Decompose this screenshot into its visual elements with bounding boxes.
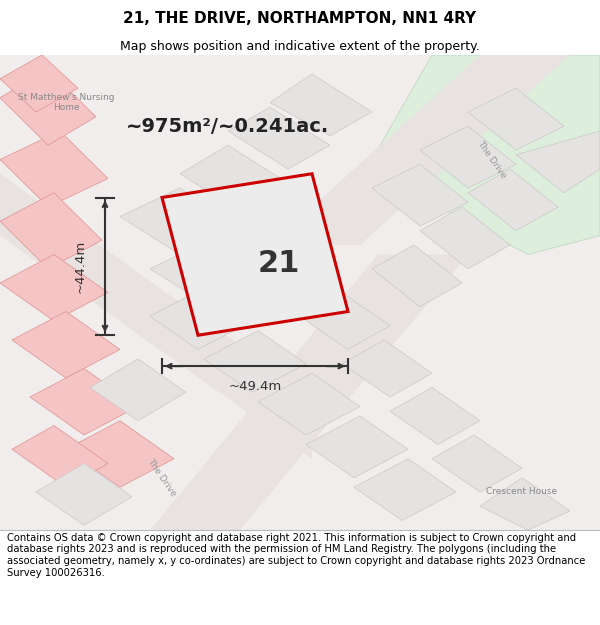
Polygon shape <box>90 359 186 421</box>
Polygon shape <box>390 388 480 444</box>
Polygon shape <box>480 478 570 530</box>
Polygon shape <box>432 435 522 492</box>
Polygon shape <box>180 145 288 212</box>
Text: The Drive: The Drive <box>146 458 178 498</box>
Polygon shape <box>12 426 108 488</box>
Polygon shape <box>150 288 252 349</box>
Polygon shape <box>120 188 240 254</box>
Polygon shape <box>162 174 348 335</box>
Polygon shape <box>468 88 564 150</box>
Polygon shape <box>342 340 432 397</box>
Polygon shape <box>420 207 510 269</box>
Polygon shape <box>30 369 138 435</box>
Polygon shape <box>228 107 330 169</box>
Text: ~975m²/~0.241ac.: ~975m²/~0.241ac. <box>127 117 329 136</box>
Polygon shape <box>372 245 462 307</box>
Polygon shape <box>270 74 372 136</box>
Text: 21: 21 <box>258 249 300 279</box>
Text: The Drive: The Drive <box>308 268 340 308</box>
Polygon shape <box>306 416 408 478</box>
Polygon shape <box>12 311 120 378</box>
Polygon shape <box>258 373 360 435</box>
Text: Map shows position and indicative extent of the property.: Map shows position and indicative extent… <box>120 39 480 52</box>
Polygon shape <box>150 254 468 530</box>
Text: ~44.4m: ~44.4m <box>74 240 87 293</box>
Polygon shape <box>0 55 600 530</box>
Polygon shape <box>420 126 516 188</box>
Polygon shape <box>372 55 600 254</box>
Polygon shape <box>0 174 312 459</box>
Polygon shape <box>0 192 102 269</box>
Polygon shape <box>36 464 132 525</box>
Text: The Drive: The Drive <box>476 139 508 180</box>
Polygon shape <box>468 169 558 231</box>
Polygon shape <box>300 292 390 349</box>
Polygon shape <box>66 421 174 488</box>
Text: 21, THE DRIVE, NORTHAMPTON, NN1 4RY: 21, THE DRIVE, NORTHAMPTON, NN1 4RY <box>124 11 476 26</box>
Polygon shape <box>150 240 270 307</box>
Polygon shape <box>372 164 468 226</box>
Text: Crescent House: Crescent House <box>487 488 557 496</box>
Polygon shape <box>204 331 306 392</box>
Polygon shape <box>0 254 108 321</box>
Polygon shape <box>0 131 108 207</box>
Text: St Matthew's Nursing
Home: St Matthew's Nursing Home <box>18 92 114 112</box>
Polygon shape <box>516 131 600 192</box>
Text: ~49.4m: ~49.4m <box>229 381 281 393</box>
Polygon shape <box>354 459 456 521</box>
Text: Contains OS data © Crown copyright and database right 2021. This information is : Contains OS data © Crown copyright and d… <box>7 533 586 578</box>
Polygon shape <box>270 55 570 245</box>
Polygon shape <box>0 69 96 145</box>
Polygon shape <box>0 55 78 112</box>
